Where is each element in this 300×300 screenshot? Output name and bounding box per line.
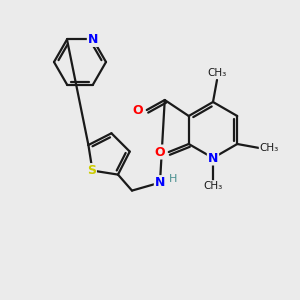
Text: CH₃: CH₃	[207, 68, 226, 78]
Text: CH₃: CH₃	[203, 181, 223, 191]
Text: N: N	[208, 152, 218, 164]
Text: O: O	[154, 146, 165, 158]
Text: CH₃: CH₃	[260, 143, 279, 153]
Text: N: N	[155, 176, 165, 189]
Text: H: H	[169, 174, 177, 184]
Text: O: O	[132, 103, 143, 116]
Text: S: S	[87, 164, 96, 177]
Text: N: N	[88, 33, 98, 46]
